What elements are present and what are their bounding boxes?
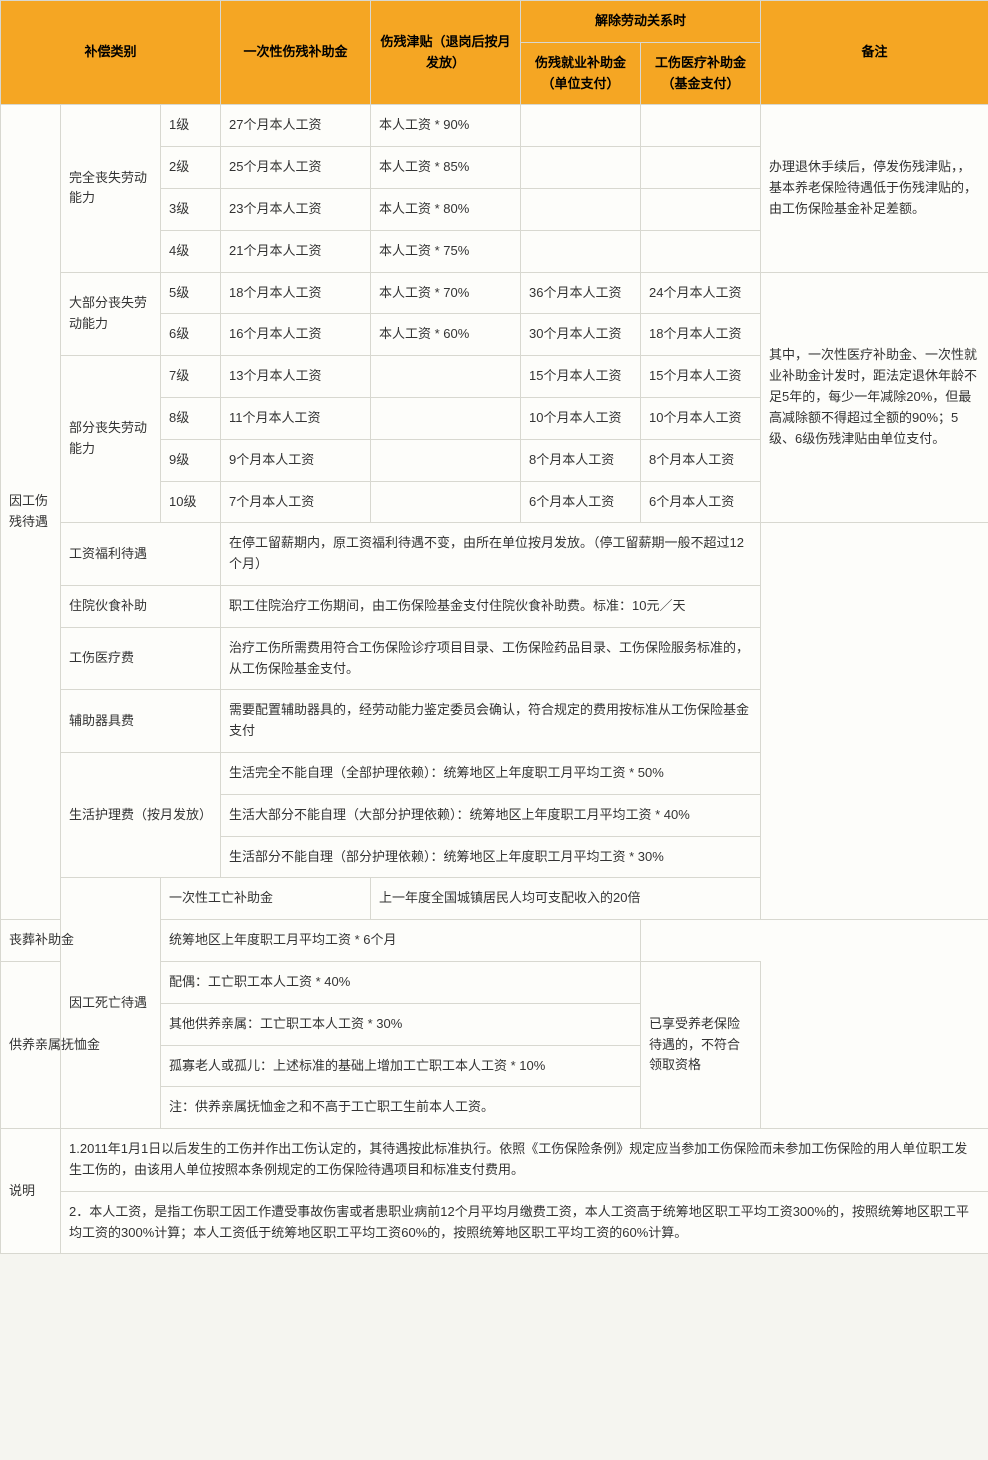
aid-text: 需要配置辅助器具的，经劳动能力鉴定委员会确认，符合规定的费用按标准从工伤保险基金… [221,690,761,753]
cell: 18个月本人工资 [641,314,761,356]
care-r2: 生活大部分不能自理（大部分护理依赖）：统筹地区上年度职工月平均工资 * 40% [221,794,761,836]
cell: 11个月本人工资 [221,397,371,439]
cell: 21个月本人工资 [221,230,371,272]
cell: 7个月本人工资 [221,481,371,523]
header-remark: 备注 [761,1,988,105]
cell: 本人工资 * 75% [371,230,521,272]
header-term-b: 工伤医疗补助金（基金支付） [641,42,761,105]
once-death-label: 一次性工亡补助金 [161,878,371,920]
pension-r3: 孤寡老人或孤儿：上述标准的基础上增加工亡职工本人工资 * 10% [161,1045,641,1087]
cell [521,105,641,147]
death-remark: 已享受养老保险待遇的，不符合领取资格 [641,961,761,1128]
cell: 本人工资 * 60% [371,314,521,356]
cell: 6个月本人工资 [521,481,641,523]
food-label: 住院伙食补助 [61,585,221,627]
food-text: 职工住院治疗工伤期间，由工伤保险基金支付住院伙食补助费。标准：10元／天 [221,585,761,627]
cell: 15个月本人工资 [521,356,641,398]
wage-label: 工资福利待遇 [61,523,221,586]
cell: 16个月本人工资 [221,314,371,356]
full-loss: 完全丧失劳动能力 [61,105,161,272]
cell [371,439,521,481]
cell: 10个月本人工资 [641,397,761,439]
pension-r2: 其他供养亲属：工亡职工本人工资 * 30% [161,1003,641,1045]
cell [371,397,521,439]
once-death-text: 上一年度全国城镇居民人均可支配收入的20倍 [371,878,988,920]
empty-remark [761,523,988,920]
header-term-a: 伤残就业补助金（单位支付） [521,42,641,105]
cell: 30个月本人工资 [521,314,641,356]
cell [641,105,761,147]
funeral-label: 丧葬补助金 [1,920,161,962]
level-name: 3级 [161,188,221,230]
part-loss: 部分丧失劳动能力 [61,356,161,523]
cell [521,147,641,189]
level-name: 10级 [161,481,221,523]
cell: 本人工资 * 70% [371,272,521,314]
cell: 13个月本人工资 [221,356,371,398]
header-termination: 解除劳动关系时 [521,1,761,43]
cell: 9个月本人工资 [221,439,371,481]
level-name: 5级 [161,272,221,314]
table-row: 大部分丧失劳动能力 5级 18个月本人工资 本人工资 * 70% 36个月本人工… [1,272,988,314]
level-name: 7级 [161,356,221,398]
pension-r1: 配偶：工亡职工本人工资 * 40% [161,961,641,1003]
cell [521,230,641,272]
level-name: 6级 [161,314,221,356]
cell: 本人工资 * 90% [371,105,521,147]
cell [641,188,761,230]
wage-text: 在停工留薪期内，原工资福利待遇不变，由所在单位按月发放。（停工留薪期一般不超过1… [221,523,761,586]
table-row: 丧葬补助金 统筹地区上年度职工月平均工资 * 6个月 [1,920,988,962]
level-name: 1级 [161,105,221,147]
cell: 本人工资 * 85% [371,147,521,189]
most-loss: 大部分丧失劳动能力 [61,272,161,356]
notes-label: 说明 [1,1129,61,1254]
care-label: 生活护理费（按月发放） [61,752,221,877]
cell: 10个月本人工资 [521,397,641,439]
care-r3: 生活部分不能自理（部分护理依赖）：统筹地区上年度职工月平均工资 * 30% [221,836,761,878]
funeral-text: 统筹地区上年度职工月平均工资 * 6个月 [161,920,641,962]
cell: 8个月本人工资 [521,439,641,481]
cell [521,188,641,230]
cell: 6个月本人工资 [641,481,761,523]
cell: 8个月本人工资 [641,439,761,481]
remark-cell: 办理退休手续后，停发伤残津贴，，基本养老保险待遇低于伤残津贴的，由工伤保险基金补… [761,105,988,272]
cell: 24个月本人工资 [641,272,761,314]
cell: 18个月本人工资 [221,272,371,314]
cell: 本人工资 * 80% [371,188,521,230]
med-text: 治疗工伤所需费用符合工伤保险诊疗项目目录、工伤保险药品目录、工伤保险服务标准的，… [221,627,761,690]
table-row: 供养亲属抚恤金 配偶：工亡职工本人工资 * 40% 已享受养老保险待遇的，不符合… [1,961,988,1003]
remark-cell: 其中，一次性医疗补助金、一次性就业补助金计发时，距法定退休年龄不足5年的，每少一… [761,272,988,523]
pension-label: 供养亲属抚恤金 [1,961,161,1128]
cell: 15个月本人工资 [641,356,761,398]
note-2: 2．本人工资，是指工伤职工因工作遭受事故伤害或者患职业病前12个月平均月缴费工资… [61,1191,988,1254]
cell: 25个月本人工资 [221,147,371,189]
aid-label: 辅助器具费 [61,690,221,753]
header-onetime: 一次性伤残补助金 [221,1,371,105]
table-row: 2．本人工资，是指工伤职工因工作遭受事故伤害或者患职业病前12个月平均月缴费工资… [1,1191,988,1254]
cell: 23个月本人工资 [221,188,371,230]
table-row: 工资福利待遇 在停工留薪期内，原工资福利待遇不变，由所在单位按月发放。（停工留薪… [1,523,988,586]
level-name: 8级 [161,397,221,439]
header-allowance: 伤残津贴（退岗后按月发放） [371,1,521,105]
table-row: 因工死亡待遇 一次性工亡补助金 上一年度全国城镇居民人均可支配收入的20倍 [1,878,988,920]
care-r1: 生活完全不能自理（全部护理依赖）：统筹地区上年度职工月平均工资 * 50% [221,752,761,794]
med-label: 工伤医疗费 [61,627,221,690]
cell [371,356,521,398]
cell: 36个月本人工资 [521,272,641,314]
cell [641,147,761,189]
table-row: 说明 1.2011年1月1日以后发生的工伤并作出工伤认定的，其待遇按此标准执行。… [1,1129,988,1192]
level-name: 4级 [161,230,221,272]
cell: 27个月本人工资 [221,105,371,147]
header-category: 补偿类别 [1,1,221,105]
note-1: 1.2011年1月1日以后发生的工伤并作出工伤认定的，其待遇按此标准执行。依照《… [61,1129,988,1192]
pension-r4: 注：供养亲属抚恤金之和不高于工亡职工生前本人工资。 [161,1087,641,1129]
cell [371,481,521,523]
compensation-table: 补偿类别 一次性伤残补助金 伤残津贴（退岗后按月发放） 解除劳动关系时 备注 伤… [0,0,988,1254]
table-row: 因工伤残待遇 完全丧失劳动能力 1级 27个月本人工资 本人工资 * 90% 办… [1,105,988,147]
level-name: 2级 [161,147,221,189]
cell [641,230,761,272]
level-name: 9级 [161,439,221,481]
injury-title: 因工伤残待遇 [1,105,61,920]
